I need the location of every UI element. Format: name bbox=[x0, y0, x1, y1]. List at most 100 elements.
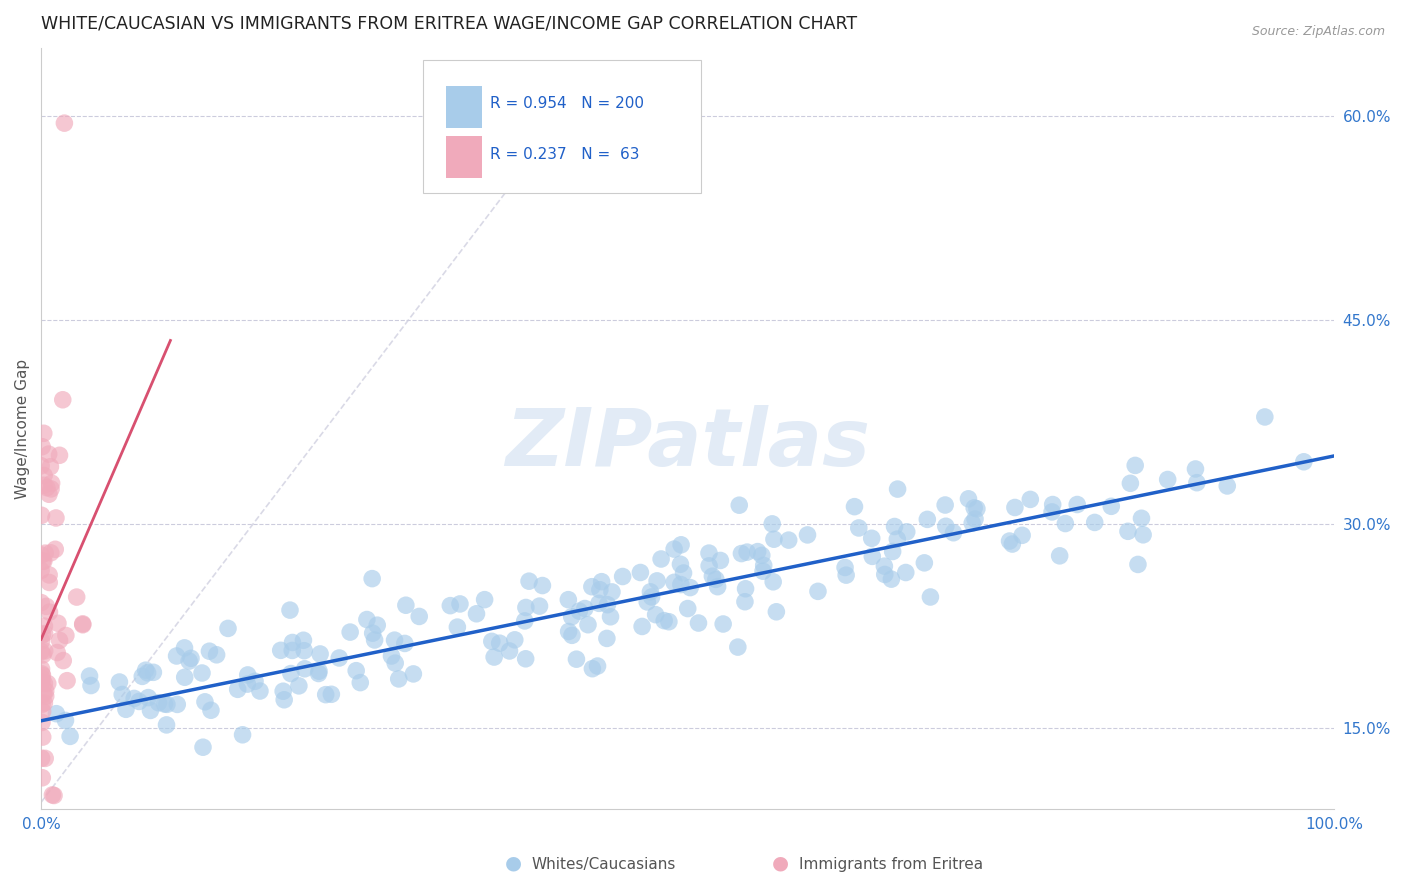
Text: Whites/Caucasians: Whites/Caucasians bbox=[531, 857, 676, 872]
Whites/Caucasians bbox=[581, 580, 603, 594]
Whites/Caucasians bbox=[807, 584, 830, 599]
Immigrants from Eritrea bbox=[38, 605, 60, 619]
Whites/Caucasians bbox=[177, 654, 200, 668]
Whites/Caucasians bbox=[294, 662, 316, 676]
Immigrants from Eritrea bbox=[31, 730, 53, 744]
Whites/Caucasians bbox=[191, 740, 214, 755]
Whites/Caucasians bbox=[873, 567, 896, 582]
Whites/Caucasians bbox=[1099, 500, 1122, 514]
Immigrants from Eritrea bbox=[30, 644, 52, 658]
Whites/Caucasians bbox=[727, 640, 749, 654]
Whites/Caucasians bbox=[280, 666, 302, 681]
Whites/Caucasians bbox=[650, 552, 672, 566]
Whites/Caucasians bbox=[363, 632, 385, 647]
Whites/Caucasians bbox=[515, 652, 537, 666]
Whites/Caucasians bbox=[557, 592, 579, 607]
Whites/Caucasians bbox=[481, 634, 503, 648]
Whites/Caucasians bbox=[628, 566, 651, 580]
Whites/Caucasians bbox=[860, 549, 883, 564]
Whites/Caucasians bbox=[166, 698, 188, 712]
Whites/Caucasians bbox=[662, 542, 685, 557]
Whites/Caucasians bbox=[589, 582, 612, 597]
Whites/Caucasians bbox=[271, 684, 294, 698]
Immigrants from Eritrea bbox=[72, 617, 94, 632]
Whites/Caucasians bbox=[59, 730, 82, 744]
Whites/Caucasians bbox=[361, 572, 384, 586]
Whites/Caucasians bbox=[198, 644, 221, 658]
Immigrants from Eritrea bbox=[39, 459, 62, 474]
Immigrants from Eritrea bbox=[32, 687, 55, 701]
Whites/Caucasians bbox=[153, 697, 176, 711]
Immigrants from Eritrea bbox=[32, 468, 55, 483]
Whites/Caucasians bbox=[669, 558, 692, 572]
Whites/Caucasians bbox=[498, 644, 520, 658]
Whites/Caucasians bbox=[281, 635, 304, 649]
Text: R = 0.954   N = 200: R = 0.954 N = 200 bbox=[489, 95, 644, 111]
Whites/Caucasians bbox=[55, 714, 77, 728]
Whites/Caucasians bbox=[308, 666, 330, 681]
Immigrants from Eritrea bbox=[41, 788, 63, 802]
Whites/Caucasians bbox=[882, 544, 904, 558]
Whites/Caucasians bbox=[591, 574, 613, 589]
Whites/Caucasians bbox=[1130, 511, 1153, 525]
Whites/Caucasians bbox=[1011, 528, 1033, 542]
Whites/Caucasians bbox=[920, 590, 942, 604]
Whites/Caucasians bbox=[236, 677, 259, 691]
Whites/Caucasians bbox=[488, 636, 510, 650]
Whites/Caucasians bbox=[356, 613, 378, 627]
Whites/Caucasians bbox=[640, 585, 662, 599]
Immigrants from Eritrea bbox=[48, 448, 70, 462]
Whites/Caucasians bbox=[148, 696, 170, 710]
Whites/Caucasians bbox=[402, 667, 425, 681]
Whites/Caucasians bbox=[679, 581, 702, 595]
Whites/Caucasians bbox=[640, 590, 662, 604]
Immigrants from Eritrea bbox=[32, 648, 55, 662]
Whites/Caucasians bbox=[883, 519, 905, 533]
Whites/Caucasians bbox=[1184, 462, 1206, 476]
Whites/Caucasians bbox=[734, 595, 756, 609]
Immigrants from Eritrea bbox=[38, 447, 60, 461]
Whites/Caucasians bbox=[135, 663, 157, 677]
Whites/Caucasians bbox=[366, 618, 388, 632]
Whites/Caucasians bbox=[243, 674, 266, 689]
Whites/Caucasians bbox=[439, 599, 461, 613]
Whites/Caucasians bbox=[894, 566, 917, 580]
Whites/Caucasians bbox=[963, 512, 986, 526]
Whites/Caucasians bbox=[1132, 528, 1154, 542]
Immigrants from Eritrea bbox=[30, 548, 52, 562]
Immigrants from Eritrea bbox=[38, 487, 60, 501]
Whites/Caucasians bbox=[529, 599, 551, 613]
Immigrants from Eritrea bbox=[31, 675, 53, 690]
Whites/Caucasians bbox=[517, 574, 540, 589]
Whites/Caucasians bbox=[860, 531, 883, 545]
Immigrants from Eritrea bbox=[34, 546, 56, 560]
Whites/Caucasians bbox=[45, 706, 67, 721]
Whites/Caucasians bbox=[672, 566, 695, 580]
Whites/Caucasians bbox=[1019, 492, 1042, 507]
Whites/Caucasians bbox=[934, 498, 956, 512]
Immigrants from Eritrea bbox=[31, 628, 53, 642]
Whites/Caucasians bbox=[586, 659, 609, 673]
Whites/Caucasians bbox=[596, 632, 619, 646]
Whites/Caucasians bbox=[1157, 473, 1180, 487]
Whites/Caucasians bbox=[131, 669, 153, 683]
Whites/Caucasians bbox=[747, 544, 769, 558]
Whites/Caucasians bbox=[288, 679, 311, 693]
Whites/Caucasians bbox=[751, 549, 773, 563]
Whites/Caucasians bbox=[1123, 458, 1146, 473]
Immigrants from Eritrea bbox=[34, 676, 56, 690]
Whites/Caucasians bbox=[1042, 498, 1064, 512]
Whites/Caucasians bbox=[652, 614, 675, 628]
Immigrants from Eritrea bbox=[30, 564, 52, 578]
Text: ZIPatlas: ZIPatlas bbox=[505, 405, 870, 483]
Whites/Caucasians bbox=[761, 516, 783, 531]
Immigrants from Eritrea bbox=[46, 616, 69, 631]
Text: Source: ZipAtlas.com: Source: ZipAtlas.com bbox=[1251, 25, 1385, 38]
Whites/Caucasians bbox=[155, 718, 177, 732]
Immigrants from Eritrea bbox=[44, 542, 66, 557]
Immigrants from Eritrea bbox=[31, 698, 53, 712]
Whites/Caucasians bbox=[612, 569, 634, 583]
Whites/Caucasians bbox=[513, 614, 536, 628]
Whites/Caucasians bbox=[395, 599, 418, 613]
Whites/Caucasians bbox=[896, 524, 918, 539]
